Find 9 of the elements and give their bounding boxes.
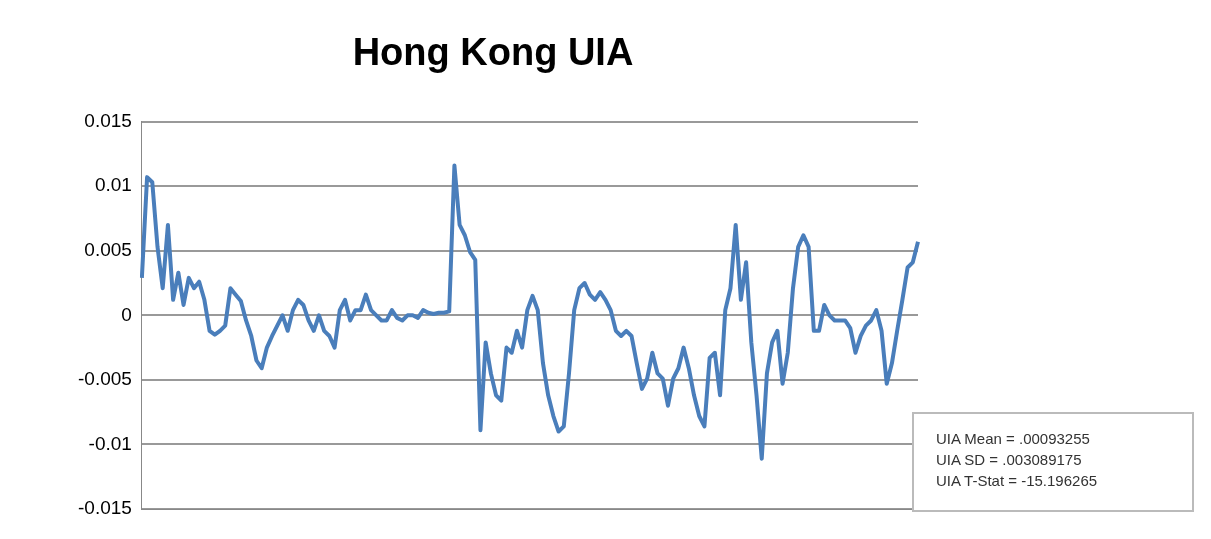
y-tick-label: 0.015 (84, 109, 132, 131)
text-box: UIA Mean = .00093255 UIA SD = .003089175 UIA T-Stat = -15.196265 (912, 412, 1194, 512)
y-tick-label: 0.005 (84, 238, 132, 260)
y-tick-label: 0 (121, 303, 132, 325)
y-tick-label: -0.01 (88, 432, 132, 454)
y-tick-label: -0.005 (78, 368, 132, 390)
y-tick-label: 0.01 (94, 174, 132, 196)
chart-title: Hong Kong UIA (352, 31, 634, 74)
y-tick-label: -0.015 (78, 497, 132, 519)
